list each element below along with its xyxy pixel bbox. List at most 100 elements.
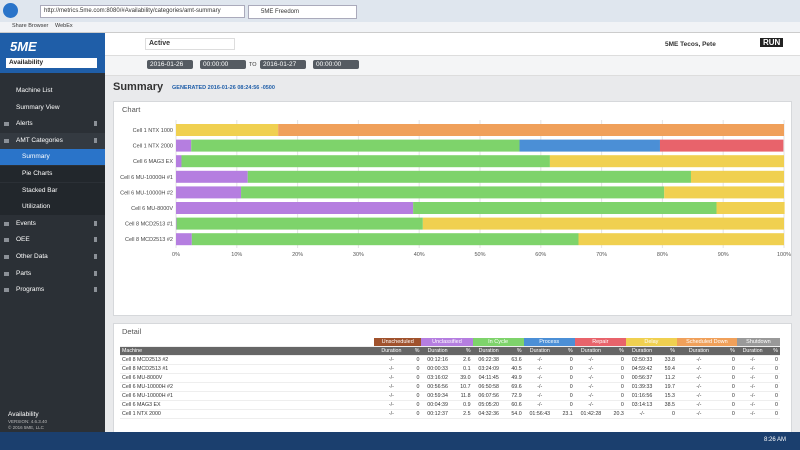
y-tick-label: Cell 6 MU-8000V bbox=[131, 206, 173, 212]
cell: 63.6 bbox=[504, 355, 524, 365]
footer-title: Availability bbox=[8, 411, 39, 418]
subheader[interactable]: Duration bbox=[472, 346, 505, 356]
cell: 02:50:33 bbox=[625, 355, 659, 365]
menu-item[interactable]: AMT Categories bbox=[16, 136, 63, 144]
machine-cell: Cell 6 MU-10000H #2 bbox=[120, 382, 374, 392]
filter-select[interactable]: Active bbox=[145, 38, 235, 50]
table-row: Cell 6 MU-10000H #1 -/- 0 00:59:34 11.8 06:07… bbox=[120, 391, 780, 401]
cell: 01:42:28 bbox=[574, 409, 608, 419]
subheader[interactable]: Duration bbox=[374, 346, 409, 356]
machine-header[interactable]: Machine bbox=[120, 346, 374, 356]
cell: -/- bbox=[736, 409, 769, 419]
subheader[interactable]: % bbox=[607, 346, 626, 356]
subheader[interactable]: % bbox=[504, 346, 524, 356]
view-selector[interactable]: Availability bbox=[6, 58, 97, 68]
cell: 0 bbox=[720, 364, 737, 374]
user-name[interactable]: 5ME Tecos, Pete bbox=[665, 41, 716, 48]
cell: 0 bbox=[768, 409, 780, 419]
cell: 0 bbox=[607, 373, 626, 383]
subheader[interactable]: Duration bbox=[574, 346, 608, 356]
machine-cell: Cell 8 MCD2513 #2 bbox=[120, 355, 374, 365]
cell: -/- bbox=[676, 400, 721, 410]
browser-tab[interactable]: 5ME Freedom bbox=[248, 5, 357, 19]
bar-segment bbox=[191, 233, 579, 246]
menu-item[interactable]: Parts bbox=[16, 269, 32, 277]
top-toolbar: Active 5ME Tecos, Pete RUN bbox=[105, 33, 800, 56]
cell: 00:59:34 bbox=[421, 391, 454, 401]
cell: 15.3 bbox=[658, 391, 677, 401]
x-tick-label: 100% bbox=[777, 252, 791, 258]
clock: 8:26 AM bbox=[763, 437, 786, 443]
menu-item[interactable]: Alerts bbox=[16, 120, 33, 128]
start-time[interactable]: 00:00:00 bbox=[200, 60, 246, 69]
menu-item[interactable]: OEE bbox=[16, 236, 30, 244]
subheader[interactable]: Duration bbox=[736, 346, 769, 356]
cell: 11.8 bbox=[453, 391, 473, 401]
menu-item[interactable]: Machine List bbox=[16, 87, 53, 94]
cell: 0.9 bbox=[453, 400, 473, 410]
cell: 0 bbox=[658, 409, 677, 419]
machine-cell: Cell 6 MAG3 EX bbox=[120, 400, 374, 410]
bar-segment bbox=[659, 139, 784, 152]
table-row: Cell 6 MU-10000H #2 -/- 0 00:56:56 10.7 06:50… bbox=[120, 382, 780, 392]
chevron bbox=[94, 254, 97, 259]
cell: -/- bbox=[736, 391, 769, 401]
cell: 00:56:37 bbox=[625, 373, 659, 383]
subheader[interactable]: % bbox=[658, 346, 677, 356]
y-tick-label: Cell 1 NTX 1000 bbox=[133, 128, 173, 134]
menu-item[interactable]: Stacked Bar bbox=[22, 186, 58, 194]
subheader[interactable]: Duration bbox=[421, 346, 454, 356]
menu-item[interactable]: Utilization bbox=[22, 203, 51, 211]
cell: 0 bbox=[768, 391, 780, 401]
menu-item[interactable]: Summary bbox=[22, 153, 50, 161]
cell: -/- bbox=[736, 400, 769, 410]
y-tick-label: Cell 6 MU-10000H #1 bbox=[120, 175, 173, 181]
subheader[interactable]: % bbox=[768, 346, 780, 356]
cell: 0 bbox=[768, 400, 780, 410]
subheader[interactable]: % bbox=[720, 346, 737, 356]
menu-item[interactable]: Summary View bbox=[16, 103, 60, 111]
menu-row: Alerts bbox=[0, 116, 105, 132]
cell: -/- bbox=[676, 409, 721, 419]
page-title: Summary bbox=[113, 81, 164, 93]
end-time[interactable]: 00:00:00 bbox=[313, 60, 359, 69]
y-tick-label: Cell 8 MCD2513 #1 bbox=[125, 222, 173, 228]
start-date[interactable]: 2016-01-26 bbox=[147, 60, 193, 69]
menu-row: AMT Categories bbox=[0, 132, 105, 149]
favorite[interactable]: Share Browser bbox=[12, 23, 49, 29]
subheader[interactable]: % bbox=[555, 346, 575, 356]
cell: 0 bbox=[768, 373, 780, 383]
subheader[interactable]: Duration bbox=[523, 346, 556, 356]
bar-segment bbox=[176, 139, 192, 152]
end-date[interactable]: 2016-01-27 bbox=[260, 60, 306, 69]
table-row: Cell 6 MU-8000V -/- 0 03:16:02 39.0 04:11:45 4… bbox=[120, 373, 780, 383]
y-tick-label: Cell 8 MCD2513 #2 bbox=[125, 237, 173, 243]
table-row: Cell 8 MCD2513 #2 -/- 0 00:12:16 2.6 06:22:38… bbox=[120, 355, 780, 365]
menu-item[interactable]: Events bbox=[16, 219, 36, 227]
subheader-row: Machine Duration% Duration% Duration% Durati… bbox=[120, 346, 780, 356]
cell: -/- bbox=[625, 409, 659, 419]
cell: 59.4 bbox=[658, 364, 677, 374]
cell: 0 bbox=[555, 373, 575, 383]
cell: 0 bbox=[607, 400, 626, 410]
subheader[interactable]: % bbox=[453, 346, 473, 356]
favorite[interactable]: WebEx bbox=[55, 23, 73, 29]
cell: 00:12:37 bbox=[421, 409, 454, 419]
subheader[interactable]: % bbox=[408, 346, 422, 356]
menu-item[interactable]: Other Data bbox=[16, 253, 48, 260]
cell: 06:07:56 bbox=[472, 391, 505, 401]
generated: GENERATED 2016-01-26 08:24:56 -0500 bbox=[172, 85, 275, 91]
menu-item[interactable]: Pie Charts bbox=[22, 170, 53, 177]
cell: -/- bbox=[676, 382, 721, 392]
menu-row: Events bbox=[0, 216, 105, 232]
cell: 38.5 bbox=[658, 400, 677, 410]
back-button[interactable] bbox=[3, 3, 18, 18]
menu-row: Programs bbox=[0, 282, 105, 298]
subheader[interactable]: Duration bbox=[625, 346, 659, 356]
cell: 0 bbox=[408, 400, 422, 410]
category-header: In Cycle bbox=[472, 338, 524, 347]
subheader[interactable]: Duration bbox=[676, 346, 721, 356]
menu-item[interactable]: Programs bbox=[16, 286, 45, 294]
address-bar[interactable]: http://metrics.5me.com:8080/#Availabilit… bbox=[40, 5, 245, 18]
cell: 04:11:45 bbox=[472, 373, 505, 383]
